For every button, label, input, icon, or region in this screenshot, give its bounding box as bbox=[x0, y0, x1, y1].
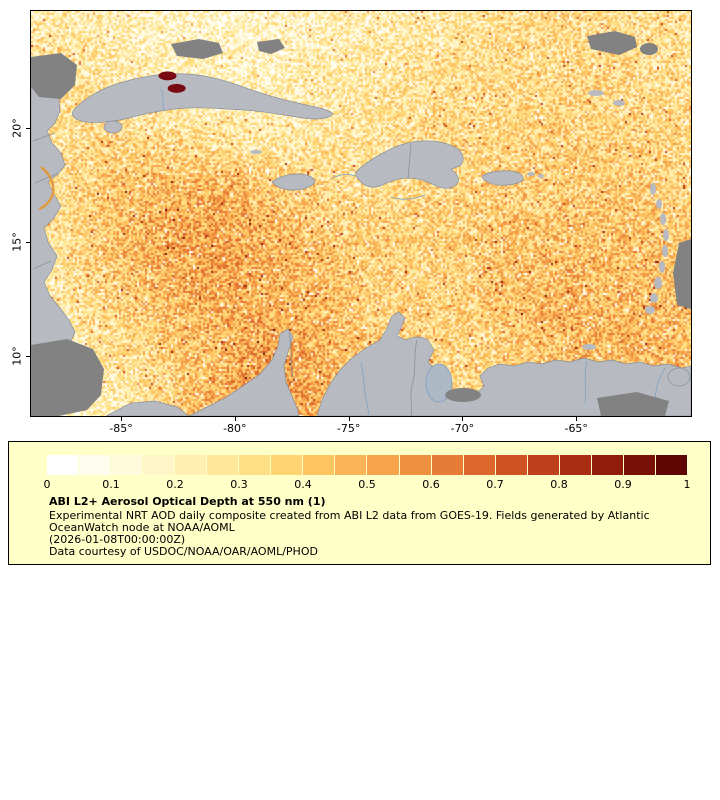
x-axis-tick-label: -70° bbox=[451, 422, 474, 435]
island bbox=[656, 199, 662, 209]
island bbox=[527, 172, 535, 176]
y-axis-tick-label: 15° bbox=[11, 232, 24, 252]
colorbar-segment bbox=[239, 455, 270, 475]
land-jamaica bbox=[272, 174, 315, 190]
colorbar-segment bbox=[175, 455, 206, 475]
island bbox=[613, 100, 625, 106]
x-axis-tickmark bbox=[349, 417, 350, 421]
colorbar-tick-label: 0.4 bbox=[294, 478, 312, 491]
colorbar bbox=[47, 455, 687, 475]
nodata-patch bbox=[673, 239, 691, 309]
island bbox=[650, 293, 658, 303]
x-axis-tickmark bbox=[121, 417, 122, 421]
land-trinidad bbox=[668, 368, 690, 386]
colorbar-segment bbox=[271, 455, 302, 475]
x-axis-tickmark bbox=[576, 417, 577, 421]
x-axis-tick-label: -85° bbox=[109, 422, 132, 435]
nodata-patch bbox=[445, 388, 481, 402]
map-panel bbox=[30, 10, 692, 417]
land-overlay bbox=[31, 11, 691, 416]
land-south-america-west bbox=[189, 329, 299, 416]
island bbox=[588, 90, 604, 96]
x-axis-tick-label: -75° bbox=[337, 422, 360, 435]
colorbar-tick-label: 0.6 bbox=[422, 478, 440, 491]
colorbar-tick-label: 0.5 bbox=[358, 478, 376, 491]
colorbar-segment bbox=[335, 455, 366, 475]
island bbox=[650, 183, 656, 195]
land-central-america bbox=[31, 71, 75, 368]
nodata-patch bbox=[171, 39, 223, 59]
y-axis-tickmark bbox=[26, 128, 30, 129]
island bbox=[104, 121, 122, 133]
island bbox=[654, 277, 662, 289]
y-axis-tickmark bbox=[26, 242, 30, 243]
land-panama bbox=[106, 401, 189, 416]
colorbar-segment bbox=[624, 455, 655, 475]
colorbar-tick-label: 0.9 bbox=[614, 478, 632, 491]
colorbar-tick-label: 0.1 bbox=[102, 478, 120, 491]
island bbox=[663, 229, 669, 241]
colorbar-segment bbox=[207, 455, 238, 475]
island bbox=[538, 174, 544, 178]
colorbar-tick-label: 0 bbox=[44, 478, 51, 491]
land-cuba bbox=[72, 74, 333, 123]
nodata-patch bbox=[587, 31, 637, 55]
nodata-patch bbox=[31, 339, 104, 416]
colorbar-segment bbox=[432, 455, 463, 475]
colorbar-segment bbox=[528, 455, 559, 475]
x-axis-tickmark bbox=[235, 417, 236, 421]
x-axis-tickmark bbox=[462, 417, 463, 421]
colorbar-segment bbox=[367, 455, 398, 475]
colorbar-segment bbox=[496, 455, 527, 475]
y-axis-tickmark bbox=[26, 356, 30, 357]
legend-caption: Experimental NRT AOD daily composite cre… bbox=[49, 510, 650, 558]
colorbar-tick-label: 0.8 bbox=[550, 478, 568, 491]
colorbar-legend: ABI L2+ Aerosol Optical Depth at 550 nm … bbox=[8, 441, 711, 565]
colorbar-segment bbox=[400, 455, 431, 475]
island bbox=[582, 344, 596, 350]
island bbox=[645, 306, 655, 314]
colorbar-tick-label: 0.3 bbox=[230, 478, 248, 491]
colorbar-tick-label: 0.7 bbox=[486, 478, 504, 491]
colorbar-tick-label: 0.2 bbox=[166, 478, 184, 491]
nodata-patch bbox=[257, 39, 285, 54]
aod-hotspot bbox=[159, 71, 177, 80]
aod-hotspot bbox=[168, 84, 186, 93]
colorbar-segment bbox=[592, 455, 623, 475]
x-axis-tick-label: -80° bbox=[223, 422, 246, 435]
y-axis-tick-label: 10° bbox=[11, 346, 24, 366]
colorbar-segment bbox=[47, 455, 78, 475]
colorbar-segment bbox=[111, 455, 142, 475]
y-axis-tick-label: 20° bbox=[11, 119, 24, 139]
colorbar-segment bbox=[656, 455, 687, 475]
legend-caption-line: Data courtesy of USDOC/NOAA/OAR/AOML/PHO… bbox=[49, 546, 650, 558]
colorbar-segment bbox=[560, 455, 591, 475]
nodata-patch bbox=[31, 53, 77, 99]
island bbox=[659, 261, 665, 273]
x-axis-tick-label: -65° bbox=[564, 422, 587, 435]
colorbar-segment bbox=[79, 455, 110, 475]
shelf-contour bbox=[391, 195, 425, 199]
island bbox=[660, 213, 666, 225]
colorbar-tick-label: 1 bbox=[684, 478, 691, 491]
colorbar-segment bbox=[303, 455, 334, 475]
colorbar-segment bbox=[464, 455, 495, 475]
island bbox=[250, 150, 262, 154]
island bbox=[662, 245, 668, 257]
colorbar-title: ABI L2+ Aerosol Optical Depth at 550 nm … bbox=[49, 495, 326, 508]
nodata-patch bbox=[640, 43, 658, 55]
colorbar-segment bbox=[143, 455, 174, 475]
land-puerto-rico bbox=[482, 171, 523, 186]
